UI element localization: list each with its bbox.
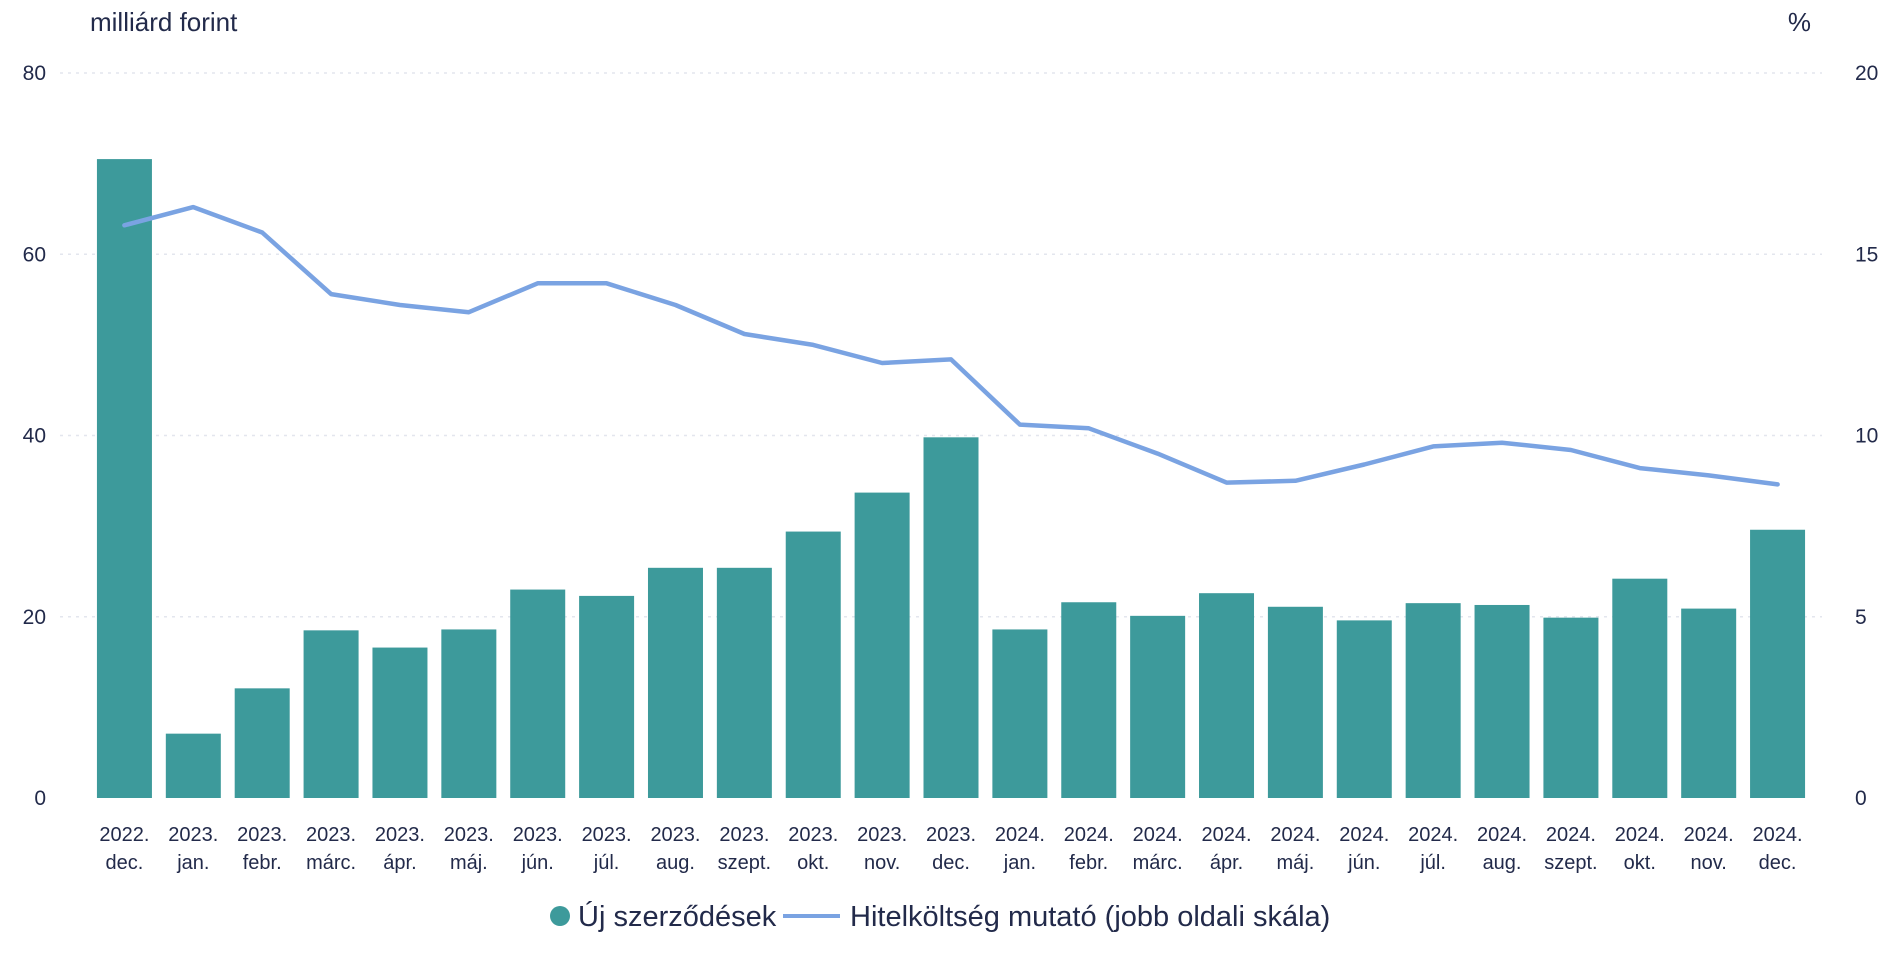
bar [1336,620,1392,798]
bar [1612,578,1668,798]
bar [96,159,152,798]
bar [441,629,497,798]
x-tick-label-year: 2024. [1133,824,1183,846]
legend-bar-label: Új szerződések [578,900,777,933]
x-tick-label-month: ápr. [383,852,416,874]
x-tick-label-year: 2024. [1477,824,1527,846]
x-tick-label-year: 2023. [375,824,425,846]
x-tick-label-year: 2024. [1201,824,1251,846]
bar [165,733,221,798]
x-tick-label-month: jan. [1003,852,1036,874]
x-tick-label-year: 2023. [650,824,700,846]
axes: milliárd forint % 0 20 40 60 80 0 5 10 15 20 [23,7,1879,810]
x-tick-label-month: nov. [864,852,900,874]
x-tick-label-month: aug. [656,852,695,874]
x-tick-label-month: okt. [797,852,829,874]
bar [1750,529,1806,798]
left-tick-label: 20 [23,606,46,629]
x-tick-label-year: 2023. [582,824,632,846]
left-tick-label: 0 [34,787,46,810]
x-tick-label-year: 2023. [719,824,769,846]
x-tick-label-month: márc. [306,852,356,874]
right-tick-label: 20 [1855,62,1878,85]
bar [647,567,703,798]
line-series [122,204,1780,487]
x-tick-label-year: 2024. [1753,824,1803,846]
x-tick-label-year: 2023. [926,824,976,846]
bar [1199,593,1255,798]
x-tick-label-month: aug. [1483,852,1522,874]
x-tick-label-month: júl. [593,852,620,874]
right-tick-label: 0 [1855,787,1867,810]
x-tick-label-month: febr. [1069,852,1108,874]
series-line [122,204,1780,487]
x-tick-label-year: 2023. [237,824,287,846]
legend-line-label: Hitelköltség mutató (jobb oldali skála) [850,901,1330,933]
x-axis-labels: 2022. dec. 2023. jan. 2023. febr. 2023. márc. 20… [99,824,1802,874]
bar [1130,615,1186,798]
bar [1061,602,1117,798]
bar [854,492,910,798]
x-tick-label-month: nov. [1691,852,1727,874]
bar [303,630,359,798]
x-tick-label-month: febr. [243,852,282,874]
bar [1474,604,1530,798]
left-tick-label: 80 [23,62,46,85]
bar [234,688,290,798]
x-tick-label-year: 2024. [1339,824,1389,846]
x-tick-label-month: dec. [1759,852,1797,874]
x-tick-label-month: ápr. [1210,852,1243,874]
x-tick-label-year: 2022. [99,824,149,846]
left-axis-unit: milliárd forint [90,7,238,37]
x-tick-label-year: 2024. [1408,824,1458,846]
x-tick-label-month: okt. [1624,852,1656,874]
bar [510,589,566,798]
x-tick-label-year: 2024. [1615,824,1665,846]
left-tick-label: 60 [23,243,46,266]
x-tick-label-year: 2024. [1546,824,1596,846]
x-tick-label-month: dec. [932,852,970,874]
x-tick-label-month: jún. [1347,852,1380,874]
right-tick-label: 15 [1855,243,1878,266]
bar [992,629,1048,798]
x-tick-label-month: szept. [1544,852,1597,874]
x-tick-label-year: 2023. [168,824,218,846]
x-tick-label-year: 2023. [513,824,563,846]
right-tick-label: 5 [1855,606,1867,629]
x-tick-label-year: 2024. [995,824,1045,846]
bar [923,437,979,798]
bar [1267,606,1323,798]
x-tick-label-month: dec. [106,852,144,874]
left-tick-label: 40 [23,425,46,448]
bar [1405,603,1461,798]
x-tick-label-year: 2023. [306,824,356,846]
bar [372,647,428,798]
right-tick-label: 10 [1855,425,1878,448]
x-tick-label-month: jan. [176,852,209,874]
x-tick-label-month: máj. [450,852,488,874]
legend-bar-swatch [550,906,570,926]
x-tick-label-year: 2023. [857,824,907,846]
x-tick-label-year: 2023. [444,824,494,846]
x-tick-label-month: márc. [1133,852,1183,874]
x-tick-label-year: 2024. [1270,824,1320,846]
right-axis-unit: % [1788,7,1811,37]
bar [1681,608,1737,798]
x-tick-label-month: szept. [718,852,771,874]
bar-series [96,159,1806,798]
x-tick-label-month: máj. [1277,852,1315,874]
x-tick-label-year: 2023. [788,824,838,846]
bar [716,567,772,798]
x-tick-label-year: 2024. [1684,824,1734,846]
x-tick-label-month: jún. [521,852,554,874]
x-tick-label-year: 2024. [1064,824,1114,846]
x-tick-label-month: júl. [1419,852,1446,874]
bar [1543,617,1599,798]
bar [579,595,635,798]
bar [785,531,841,798]
legend: Új szerződések Hitelköltség mutató (jobb… [550,900,1330,933]
